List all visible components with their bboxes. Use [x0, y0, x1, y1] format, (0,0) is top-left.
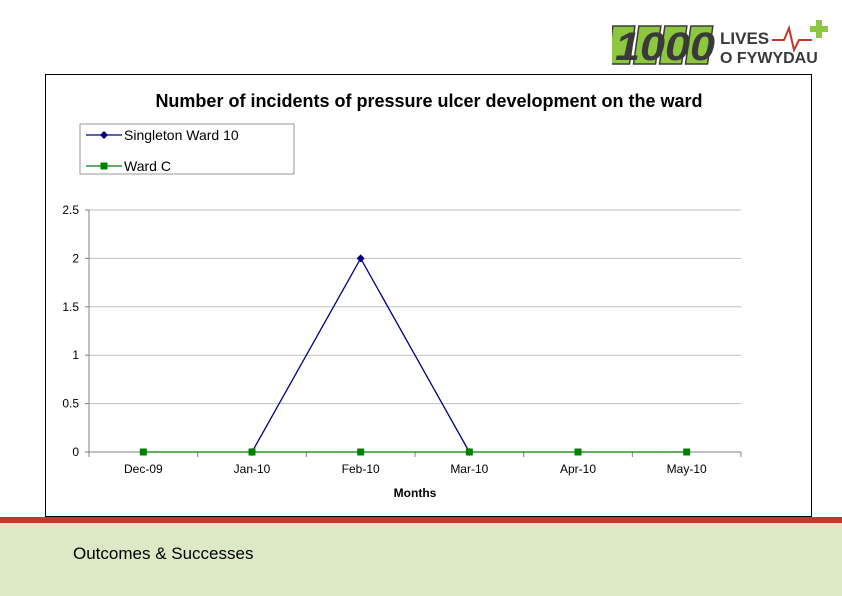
y-tick-label-1: 0.5: [62, 397, 79, 411]
data-point-s1-5: [683, 448, 691, 456]
legend-marker-square-1: [100, 162, 108, 170]
x-tick-label-1: Jan-10: [234, 462, 271, 476]
y-tick-label-4: 2: [72, 251, 79, 265]
data-point-s1-4: [574, 448, 582, 456]
footer-band: [0, 523, 842, 596]
1000-lives-logo: 1000 LIVES O FYWYDAU: [612, 20, 828, 69]
line-chart: Number of incidents of pressure ulcer de…: [62, 91, 742, 500]
chart-frame: Number of incidents of pressure ulcer de…: [45, 74, 812, 517]
legend-label-1: Ward C: [124, 158, 171, 174]
data-point-s1-1: [248, 448, 256, 456]
data-point-s0-2: [356, 254, 365, 263]
data-point-s1-2: [357, 448, 365, 456]
x-tick-label-4: Apr-10: [560, 462, 596, 476]
chart-title: Number of incidents of pressure ulcer de…: [155, 91, 702, 111]
y-tick-label-2: 1: [72, 348, 79, 362]
plus-icon: [810, 20, 828, 38]
x-tick-label-0: Dec-09: [124, 462, 163, 476]
legend-label-0: Singleton Ward 10: [124, 127, 239, 143]
legend-marker-diamond-0: [100, 131, 108, 139]
data-point-s1-0: [139, 448, 147, 456]
data-point-s1-3: [465, 448, 473, 456]
x-tick-label-2: Feb-10: [342, 462, 380, 476]
y-tick-label-0: 0: [72, 445, 79, 459]
logo-line1: LIVES: [720, 29, 769, 48]
y-tick-label-5: 2.5: [62, 203, 79, 217]
footer-title: Outcomes & Successes: [73, 544, 254, 563]
logo-number: 1000: [615, 25, 715, 69]
x-axis-title: Months: [394, 486, 437, 500]
x-tick-label-5: May-10: [667, 462, 707, 476]
heartbeat-line-icon: [772, 24, 812, 53]
x-tick-label-3: Mar-10: [450, 462, 488, 476]
logo-line2: O FYWYDAU: [720, 50, 818, 67]
y-tick-label-3: 1.5: [62, 300, 79, 314]
